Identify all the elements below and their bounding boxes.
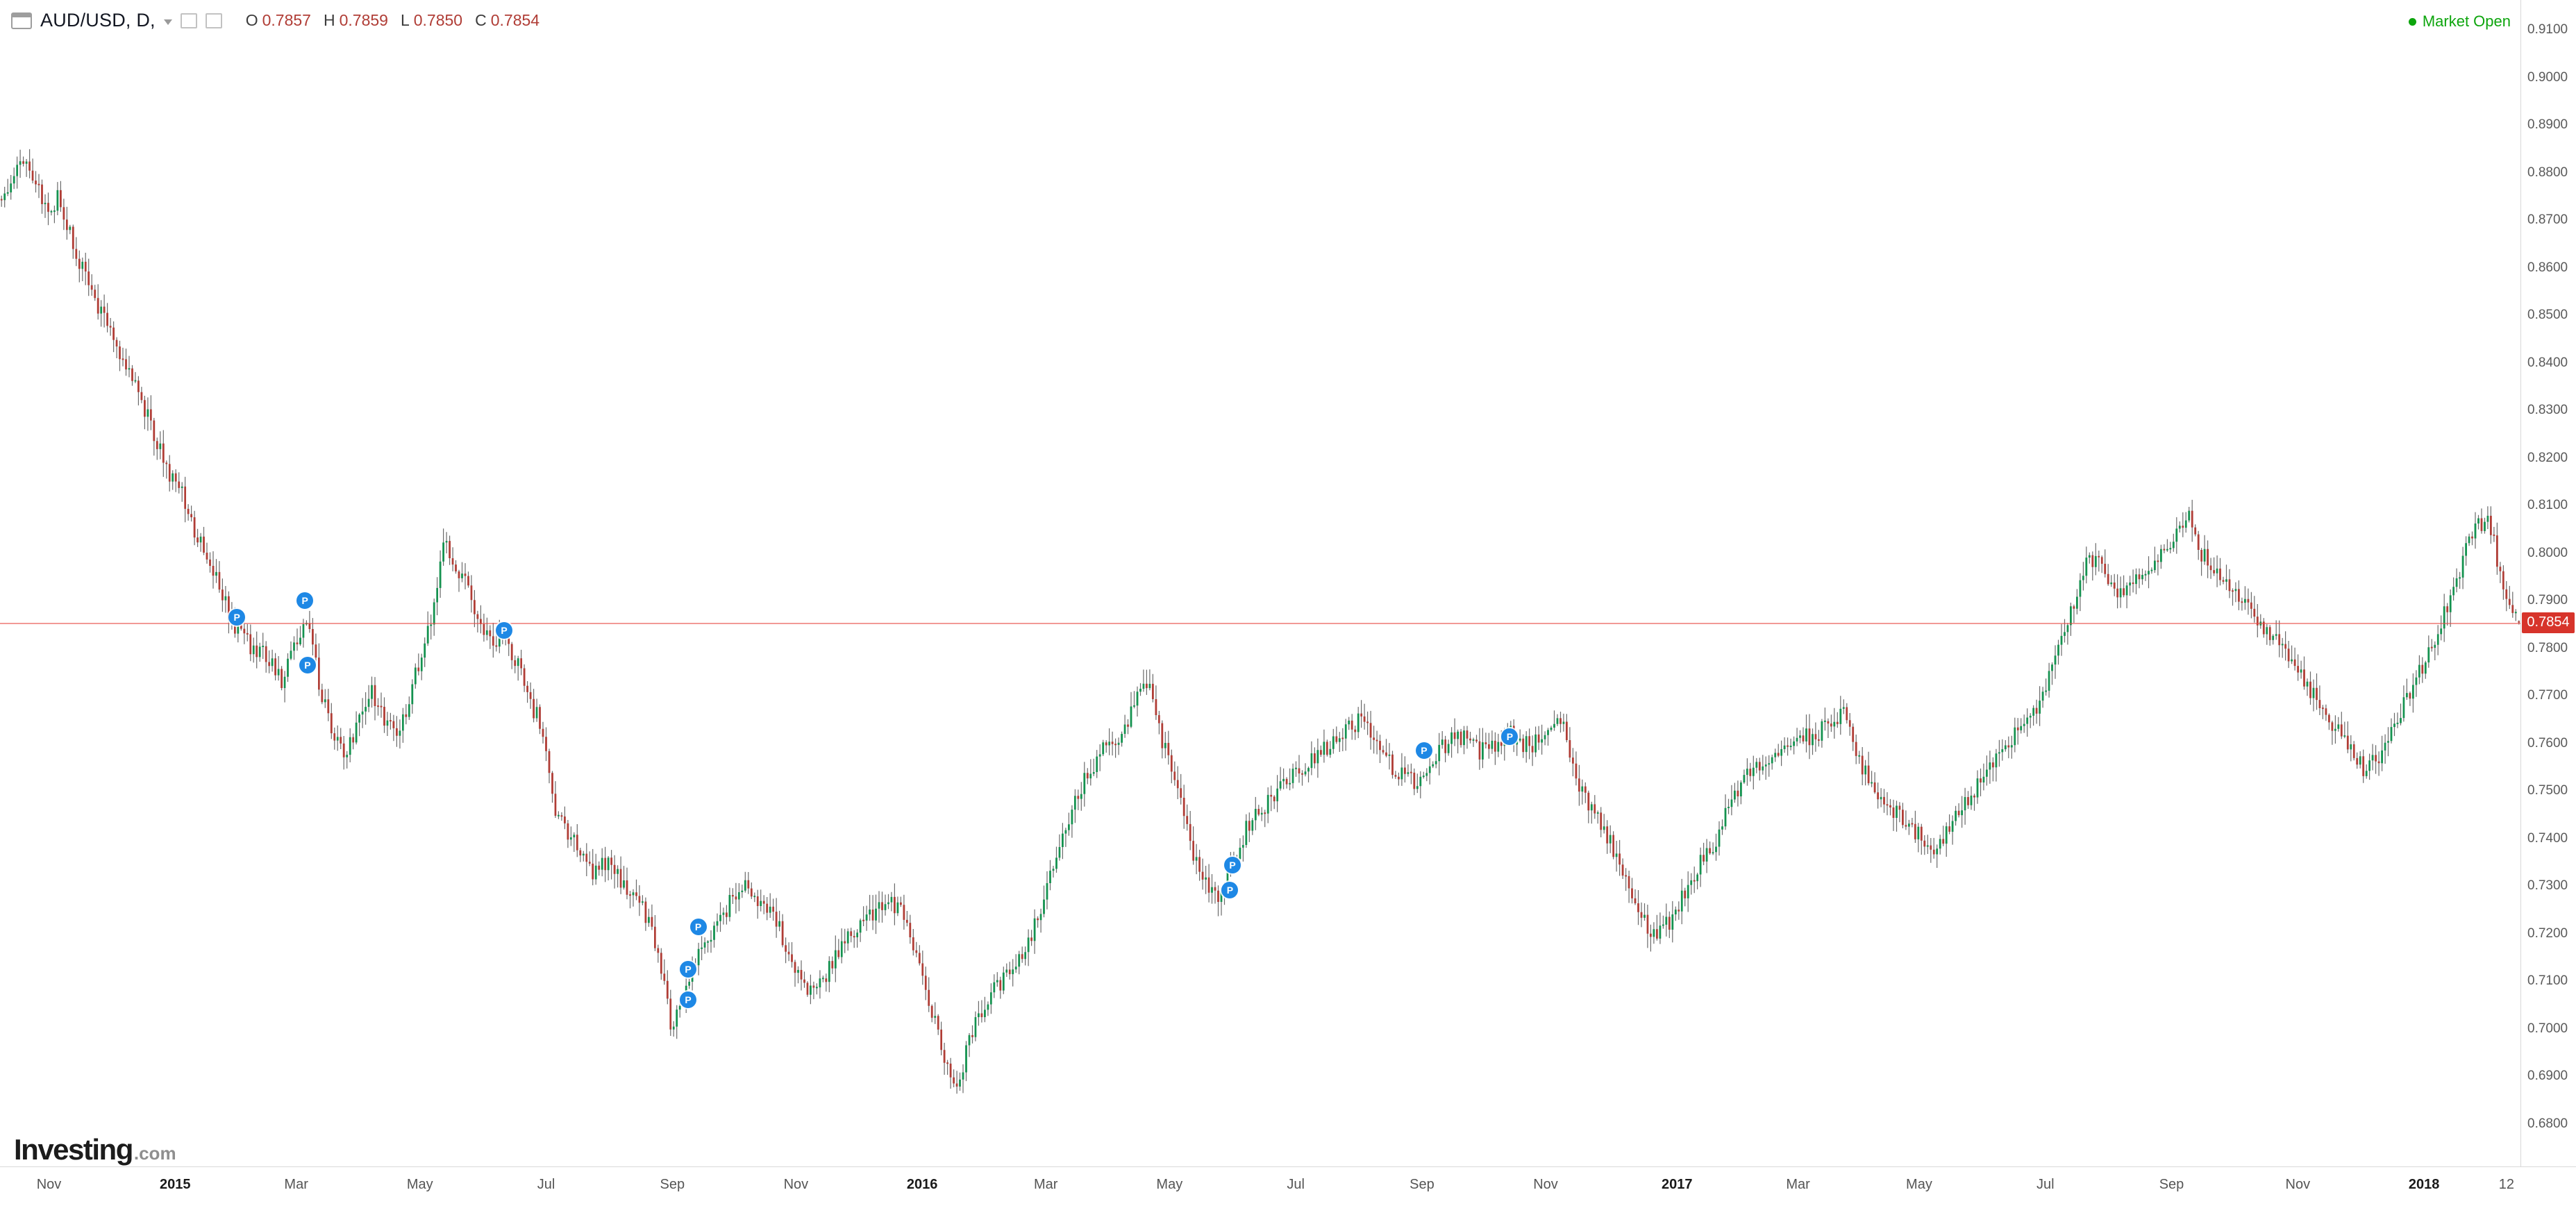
price-tick-label: 0.7500 — [2527, 783, 2568, 798]
open-value: 0.7857 — [262, 11, 311, 29]
symbol-menu-icon[interactable] — [11, 12, 32, 29]
position-marker[interactable]: P — [689, 918, 707, 935]
time-axis-separator — [0, 1166, 2576, 1167]
current-price-value: 0.7854 — [2527, 614, 2570, 630]
price-tick-label: 0.7200 — [2527, 926, 2568, 941]
time-tick-label: Sep — [660, 1177, 685, 1192]
position-marker[interactable]: P — [1415, 742, 1432, 760]
price-tick-label: 0.8800 — [2527, 165, 2568, 180]
candlestick-chart[interactable] — [0, 0, 2520, 1166]
price-tick-label: 0.8300 — [2527, 403, 2568, 418]
price-axis-separator — [2520, 0, 2521, 1206]
time-tick-label: Jul — [2036, 1177, 2055, 1192]
price-tick-label: 0.6900 — [2527, 1069, 2568, 1084]
price-tick-label: 0.7800 — [2527, 640, 2568, 655]
position-marker[interactable]: P — [296, 592, 314, 610]
time-tick-label: Nov — [36, 1177, 62, 1192]
time-tick-label: 2015 — [160, 1177, 191, 1192]
price-tick-label: 0.8500 — [2527, 308, 2568, 323]
time-tick-label: Mar — [1034, 1177, 1058, 1192]
chart-style-icon[interactable] — [180, 12, 197, 28]
time-tick-label: Mar — [1786, 1177, 1810, 1192]
position-marker[interactable]: P — [680, 991, 696, 1008]
time-tick-label: 2018 — [2408, 1177, 2440, 1192]
market-status-label: Market Open — [2422, 12, 2511, 30]
position-marker[interactable]: P — [1221, 881, 1239, 898]
price-tick-label: 0.8200 — [2527, 450, 2568, 465]
time-tick-label: May — [406, 1177, 433, 1192]
time-tick-label: Nov — [2285, 1177, 2311, 1192]
compare-icon[interactable] — [205, 12, 222, 28]
up-candles — [3, 161, 2517, 1087]
price-tick-label: 0.7900 — [2527, 593, 2568, 608]
ohlc-readout: O 0.7857 H 0.7859 L 0.7850 C 0.7854 — [237, 11, 540, 30]
time-tick-label: 2016 — [906, 1177, 938, 1192]
time-tick-label: Sep — [1410, 1177, 1435, 1192]
position-marker[interactable]: P — [496, 621, 512, 639]
price-tick-label: 0.8900 — [2527, 117, 2568, 133]
low-value: 0.7850 — [413, 11, 463, 29]
position-marker[interactable]: P — [1501, 728, 1519, 745]
time-tick-label: Nov — [783, 1177, 809, 1192]
market-status-badge: Market Open — [2408, 12, 2511, 31]
price-tick-label: 0.7000 — [2527, 1021, 2568, 1036]
close-value: 0.7854 — [490, 11, 540, 29]
time-tick-label: Mar — [284, 1177, 308, 1192]
investing-logo[interactable]: Investing .com — [14, 1133, 176, 1166]
price-tick-label: 0.8400 — [2527, 355, 2568, 370]
symbol-title[interactable]: AUD/USD, D, — [40, 10, 156, 31]
logo-main-text: Investing — [14, 1133, 133, 1166]
time-tick-label: 12 — [2498, 1177, 2514, 1192]
chart-legend: AUD/USD, D, O 0.7857 H 0.7859 L 0.7850 C… — [11, 10, 540, 31]
price-tick-label: 0.7400 — [2527, 830, 2568, 846]
down-candles — [0, 161, 2520, 1087]
price-tick-label: 0.8100 — [2527, 498, 2568, 513]
position-marker[interactable]: P — [1224, 856, 1241, 873]
price-tick-label: 0.7600 — [2527, 735, 2568, 751]
open-label: O — [245, 11, 258, 29]
time-tick-label: May — [1906, 1177, 1932, 1192]
close-label: C — [475, 11, 487, 29]
logo-suffix-text: .com — [133, 1143, 176, 1164]
time-tick-label: 2017 — [1661, 1177, 1693, 1192]
low-label: L — [400, 11, 410, 29]
high-value: 0.7859 — [339, 11, 388, 29]
price-axis[interactable]: 0.7854 0.9100 0.9000 0.8900 0.8800 0.8700 0.8… — [2521, 0, 2576, 1166]
time-tick-label: May — [1156, 1177, 1183, 1192]
market-open-dot-icon — [2408, 17, 2416, 26]
candle-wicks — [1, 149, 2520, 1094]
time-tick-label: Sep — [2159, 1177, 2184, 1192]
time-axis[interactable]: Nov 2015 Mar May Jul Sep Nov 2016 Mar May Jul Sep No… — [0, 1167, 2576, 1206]
position-marker[interactable]: P — [680, 961, 696, 978]
price-tick-label: 0.7100 — [2527, 973, 2568, 989]
price-tick-label: 0.8000 — [2527, 545, 2568, 560]
position-marker[interactable]: P — [299, 656, 316, 673]
time-tick-label: Nov — [1533, 1177, 1558, 1192]
price-tick-label: 0.7300 — [2527, 878, 2568, 894]
price-tick-label: 0.9000 — [2527, 69, 2568, 85]
price-tick-label: 0.6800 — [2527, 1116, 2568, 1131]
current-price-tag: 0.7854 — [2522, 612, 2575, 633]
price-tick-label: 0.9100 — [2527, 22, 2568, 37]
price-tick-label: 0.7700 — [2527, 688, 2568, 703]
high-label: H — [323, 11, 335, 29]
chevron-down-icon[interactable] — [163, 19, 172, 25]
time-tick-label: Jul — [1287, 1177, 1305, 1192]
price-tick-label: 0.8700 — [2527, 212, 2568, 228]
time-tick-label: Jul — [537, 1177, 555, 1192]
price-tick-label: 0.8600 — [2527, 260, 2568, 275]
